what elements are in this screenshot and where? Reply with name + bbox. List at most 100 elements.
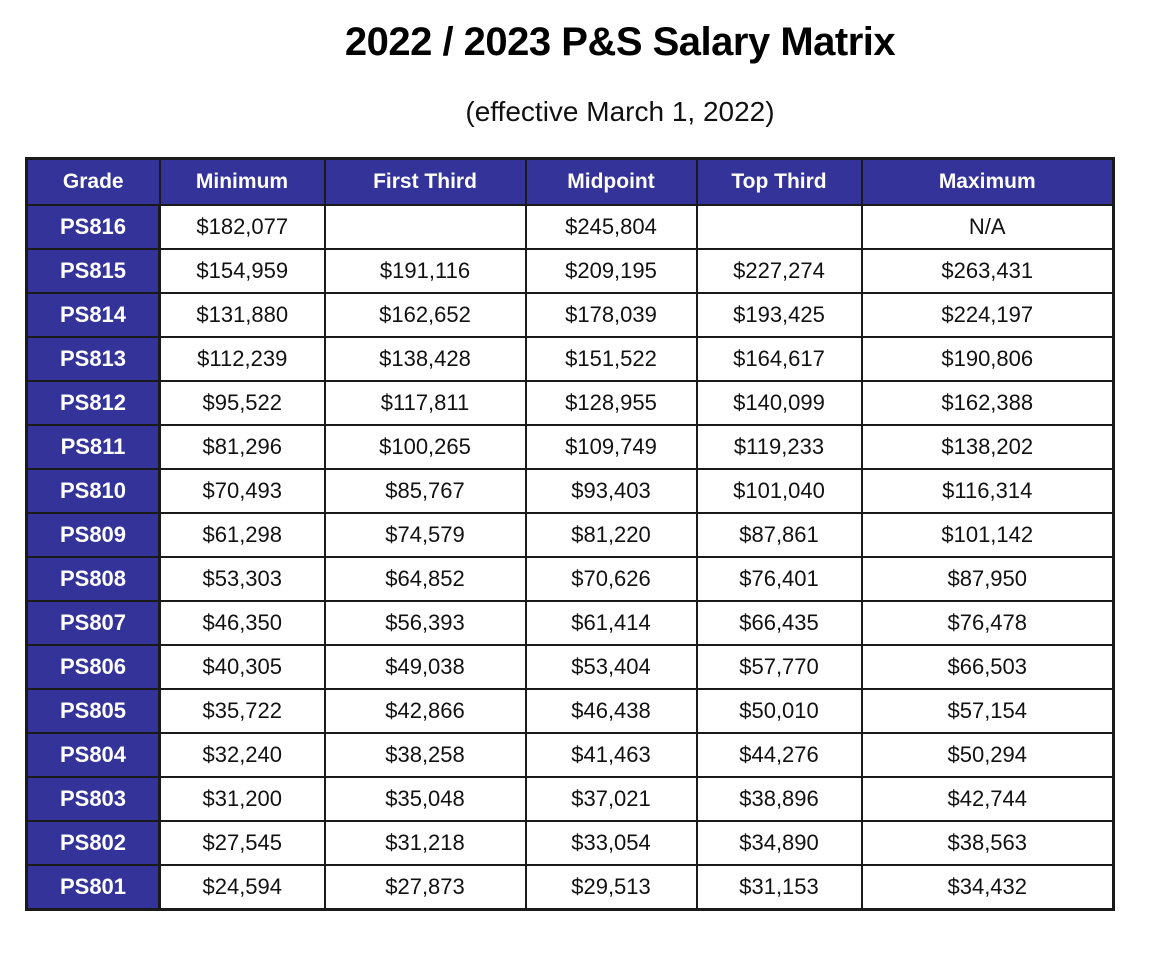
first-third-cell: $49,038 — [323, 644, 527, 690]
minimum-cell: $46,350 — [158, 600, 326, 646]
table-row: PS816 $182,077 $245,804 N/A — [25, 204, 1115, 250]
minimum-cell: $32,240 — [158, 732, 326, 778]
first-third-cell: $27,873 — [323, 864, 527, 911]
first-third-cell: $138,428 — [323, 336, 527, 382]
grade-cell: PS812 — [25, 380, 161, 426]
grade-cell: PS802 — [25, 820, 161, 866]
minimum-cell: $154,959 — [158, 248, 326, 294]
top-third-cell: $34,890 — [695, 820, 863, 866]
minimum-cell: $112,239 — [158, 336, 326, 382]
minimum-cell: $131,880 — [158, 292, 326, 338]
grade-cell: PS814 — [25, 292, 161, 338]
top-third-cell: $31,153 — [695, 864, 863, 911]
top-third-cell: $38,896 — [695, 776, 863, 822]
grade-cell: PS809 — [25, 512, 161, 558]
column-header-top-third: Top Third — [695, 157, 863, 206]
column-header-first-third: First Third — [323, 157, 527, 206]
grade-cell: PS808 — [25, 556, 161, 602]
midpoint-cell: $33,054 — [524, 820, 698, 866]
minimum-cell: $24,594 — [158, 864, 326, 911]
maximum-cell: $116,314 — [860, 468, 1115, 514]
midpoint-cell: $46,438 — [524, 688, 698, 734]
maximum-cell: $76,478 — [860, 600, 1115, 646]
table-row: PS815 $154,959 $191,116 $209,195 $227,274 $26… — [25, 248, 1115, 294]
column-header-grade: Grade — [25, 157, 161, 206]
column-header-maximum: Maximum — [860, 157, 1115, 206]
top-third-cell: $50,010 — [695, 688, 863, 734]
first-third-cell: $56,393 — [323, 600, 527, 646]
minimum-cell: $40,305 — [158, 644, 326, 690]
grade-cell: PS807 — [25, 600, 161, 646]
midpoint-cell: $61,414 — [524, 600, 698, 646]
effective-date-subtitle: (effective March 1, 2022) — [465, 96, 775, 127]
top-third-cell: $193,425 — [695, 292, 863, 338]
table-row: PS804 $32,240 $38,258 $41,463 $44,276 $50,294 — [25, 732, 1115, 778]
page-title: 2022 / 2023 P&S Salary Matrix — [344, 20, 896, 64]
top-third-cell: $66,435 — [695, 600, 863, 646]
maximum-cell: $138,202 — [860, 424, 1115, 470]
first-third-cell: $100,265 — [323, 424, 527, 470]
grade-cell: PS816 — [25, 204, 161, 250]
first-third-cell: $35,048 — [323, 776, 527, 822]
first-third-cell: $162,652 — [323, 292, 527, 338]
first-third-cell: $85,767 — [323, 468, 527, 514]
minimum-cell: $35,722 — [158, 688, 326, 734]
grade-cell: PS811 — [25, 424, 161, 470]
minimum-cell: $95,522 — [158, 380, 326, 426]
table-row: PS806 $40,305 $49,038 $53,404 $57,770 $66,503 — [25, 644, 1115, 690]
top-third-cell: $140,099 — [695, 380, 863, 426]
grade-cell: PS810 — [25, 468, 161, 514]
column-header-minimum: Minimum — [158, 157, 326, 206]
midpoint-cell: $41,463 — [524, 732, 698, 778]
midpoint-cell: $245,804 — [524, 204, 698, 250]
maximum-cell: $38,563 — [860, 820, 1115, 866]
table-row: PS803 $31,200 $35,048 $37,021 $38,896 $42,744 — [25, 776, 1115, 822]
first-third-cell: $42,866 — [323, 688, 527, 734]
minimum-cell: $81,296 — [158, 424, 326, 470]
minimum-cell: $61,298 — [158, 512, 326, 558]
maximum-cell: $101,142 — [860, 512, 1115, 558]
grade-cell: PS801 — [25, 864, 161, 911]
top-third-cell: $44,276 — [695, 732, 863, 778]
maximum-cell: N/A — [860, 204, 1115, 250]
top-third-cell: $164,617 — [695, 336, 863, 382]
minimum-cell: $31,200 — [158, 776, 326, 822]
midpoint-cell: $109,749 — [524, 424, 698, 470]
first-third-cell: $191,116 — [323, 248, 527, 294]
midpoint-cell: $209,195 — [524, 248, 698, 294]
top-third-cell: $227,274 — [695, 248, 863, 294]
maximum-cell: $263,431 — [860, 248, 1115, 294]
table-row: PS809 $61,298 $74,579 $81,220 $87,861 $101,14… — [25, 512, 1115, 558]
table-row: PS813 $112,239 $138,428 $151,522 $164,617 $19… — [25, 336, 1115, 382]
table-row: PS810 $70,493 $85,767 $93,403 $101,040 $116,3… — [25, 468, 1115, 514]
grade-cell: PS806 — [25, 644, 161, 690]
midpoint-cell: $37,021 — [524, 776, 698, 822]
table-row: PS812 $95,522 $117,811 $128,955 $140,099 $162… — [25, 380, 1115, 426]
grade-cell: PS813 — [25, 336, 161, 382]
top-third-cell: $57,770 — [695, 644, 863, 690]
top-third-cell: $101,040 — [695, 468, 863, 514]
minimum-cell: $27,545 — [158, 820, 326, 866]
first-third-cell: $64,852 — [323, 556, 527, 602]
maximum-cell: $87,950 — [860, 556, 1115, 602]
grade-cell: PS815 — [25, 248, 161, 294]
maximum-cell: $190,806 — [860, 336, 1115, 382]
table-row: PS808 $53,303 $64,852 $70,626 $76,401 $87,950 — [25, 556, 1115, 602]
grade-cell: PS803 — [25, 776, 161, 822]
column-header-midpoint: Midpoint — [524, 157, 698, 206]
table-header-row: Grade Minimum First Third Midpoint Top T… — [25, 157, 1115, 206]
top-third-cell: $119,233 — [695, 424, 863, 470]
midpoint-cell: $128,955 — [524, 380, 698, 426]
top-third-cell: $87,861 — [695, 512, 863, 558]
table-row: PS814 $131,880 $162,652 $178,039 $193,425 $22… — [25, 292, 1115, 338]
midpoint-cell: $70,626 — [524, 556, 698, 602]
midpoint-cell: $178,039 — [524, 292, 698, 338]
first-third-cell — [323, 204, 527, 250]
first-third-cell: $31,218 — [323, 820, 527, 866]
maximum-cell: $66,503 — [860, 644, 1115, 690]
minimum-cell: $70,493 — [158, 468, 326, 514]
table-row: PS807 $46,350 $56,393 $61,414 $66,435 $76,478 — [25, 600, 1115, 646]
maximum-cell: $162,388 — [860, 380, 1115, 426]
table-row: PS805 $35,722 $42,866 $46,438 $50,010 $57,154 — [25, 688, 1115, 734]
table-row: PS801 $24,594 $27,873 $29,513 $31,153 $34,432 — [25, 864, 1115, 911]
